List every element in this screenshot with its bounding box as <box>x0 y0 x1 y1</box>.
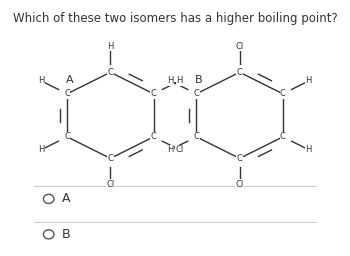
Text: C: C <box>237 154 243 163</box>
Text: Cl: Cl <box>236 42 244 51</box>
Text: H: H <box>176 76 183 86</box>
Text: C: C <box>64 89 70 98</box>
Text: H: H <box>306 76 312 86</box>
Text: H: H <box>167 145 174 154</box>
Text: C: C <box>151 89 156 98</box>
Text: H: H <box>306 145 312 154</box>
Text: C: C <box>194 89 199 98</box>
Text: C: C <box>194 132 199 141</box>
Text: C: C <box>107 68 113 77</box>
Text: H: H <box>38 76 44 86</box>
Text: Cl: Cl <box>236 180 244 189</box>
Text: C: C <box>280 132 286 141</box>
Text: C: C <box>237 68 243 77</box>
Text: A: A <box>65 75 73 85</box>
Text: C: C <box>280 89 286 98</box>
Text: H: H <box>38 145 44 154</box>
Text: Cl: Cl <box>175 145 184 154</box>
Text: C: C <box>64 132 70 141</box>
Text: H: H <box>167 76 174 86</box>
Text: C: C <box>107 154 113 163</box>
Text: Which of these two isomers has a higher boiling point?: Which of these two isomers has a higher … <box>13 12 337 25</box>
Text: B: B <box>195 75 202 85</box>
Text: C: C <box>151 132 156 141</box>
Text: B: B <box>62 228 71 241</box>
Text: Cl: Cl <box>106 180 114 189</box>
Text: H: H <box>107 42 113 51</box>
Text: A: A <box>62 193 70 205</box>
